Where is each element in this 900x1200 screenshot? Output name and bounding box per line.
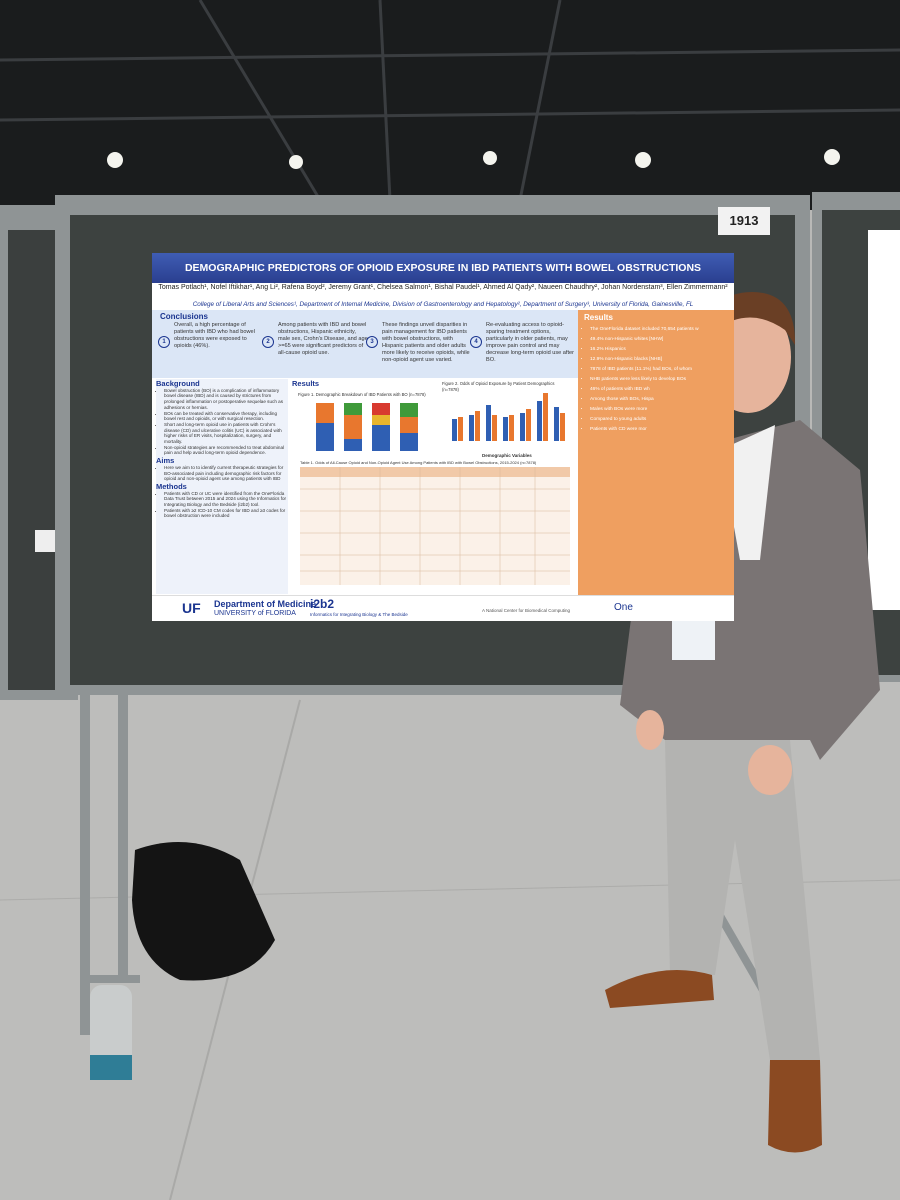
footer: UF Department of Medicine UNIVERSITY of … [152,595,734,621]
bullet: 12.9% non-Hispanic blacks [NHB] [590,355,734,365]
figure-title: Figure 2. Odds of Opioid Exposure by Pat… [442,381,555,392]
heading: Results [292,379,320,388]
bullet: Non-opioid strategies are recommended to… [164,445,288,456]
department: Department of Medicine [214,599,317,609]
poster: DEMOGRAPHIC PREDICTORS OF OPIOID EXPOSUR… [152,253,734,621]
text: Overall, a high percentage of patients w… [174,322,255,349]
affiliations: College of Liberal Arts and Sciences¹, D… [192,301,694,308]
onefl-logo: One [614,602,633,613]
bullet: NHB patients were less likely to develop… [590,375,734,385]
heading: Methods [156,481,187,491]
left-column: Background Bowel obstruction (BO) is a c… [156,379,288,594]
axis-label: Demographic Variables [482,453,532,458]
i2b2-sub: Informatics for Integrating Biology & Th… [310,612,408,617]
authors: Tomas Potlach¹, Nofel Iftikhar¹, Ang Li²… [158,284,728,291]
uf-logo: UF [182,600,201,616]
text: Re-evaluating access to opioid-sparing t… [486,322,574,363]
conclusion: 2 Among patients with IBD and bowel obstr… [262,322,368,357]
list: Here we aim to to identify current thera… [156,465,288,482]
conclusions: Conclusions 1 Overall, a high percentage … [152,310,578,378]
table [300,467,570,585]
bullet: Compared to young adults [590,415,734,425]
bullet: Patients with ≥2 ICD-10 CM codes for IBD… [164,508,288,519]
list: Bowel obstruction (BO) is a complication… [156,388,288,456]
university: UNIVERSITY of FLORIDA [214,610,296,617]
tagline: A National Center for Biomedical Computi… [482,608,571,613]
results-column: Results Figure 1. Demographic Breakdown … [292,379,576,594]
i2b2-logo: i2b2 [310,597,335,611]
bullet: BOs can be treated with conservative the… [164,411,288,422]
figure-1 [316,403,418,451]
results-right: Results The OneFlorida dataset included … [578,310,734,595]
bullet: Patients with CD or UC were identified f… [164,491,288,508]
list: The OneFlorida dataset included 70,654 p… [578,325,734,435]
bullet: Males with BOs were more [590,405,734,415]
bullet: The OneFlorida dataset included 70,654 p… [590,325,734,335]
bullet: Here we aim to to identify current thera… [164,465,288,482]
table-title: Table 1. Odds of All-Cause Opioid and No… [300,460,537,465]
text: These findings unveil disparities in pai… [382,322,470,363]
booth-number: 1913 [718,207,770,235]
bullet: 16.2% Hispanics [590,345,734,355]
list: Patients with CD or UC were identified f… [156,491,288,520]
number: 3 [366,336,378,348]
bullet: 49.4% non-Hispanic whites [NHW] [590,335,734,345]
heading: Aims [156,456,175,466]
bullet: Bowel obstruction (BO) is a complication… [164,388,288,411]
bullet: Among those with BOs, Hispa [590,395,734,405]
number: 1 [158,336,170,348]
bullet: 7878 of IBD patients (11.1%) had BOs, of… [590,365,734,375]
conclusion: 1 Overall, a high percentage of patients … [158,322,264,350]
figure-2 [452,393,565,441]
bullet: 46% of patients with IBD wh [590,385,734,395]
bullet: Short and long-term opioid use in patien… [164,422,288,445]
heading: Conclusions [160,312,209,321]
heading: Results [584,313,613,322]
conclusion: 3 These findings unveil disparities in pa… [366,322,472,364]
heading: Background [156,379,200,388]
text: Among patients with IBD and bowel obstru… [278,322,368,356]
number: 4 [470,336,482,348]
poster-title: DEMOGRAPHIC PREDICTORS OF OPIOID EXPOSUR… [152,253,734,283]
conclusion: 4 Re-evaluating access to opioid-sparing … [470,322,576,364]
bullet: Patients with CD were mor [590,425,734,435]
number: 2 [262,336,274,348]
figure-title: Figure 1. Demographic Breakdown of IBD P… [298,392,426,397]
